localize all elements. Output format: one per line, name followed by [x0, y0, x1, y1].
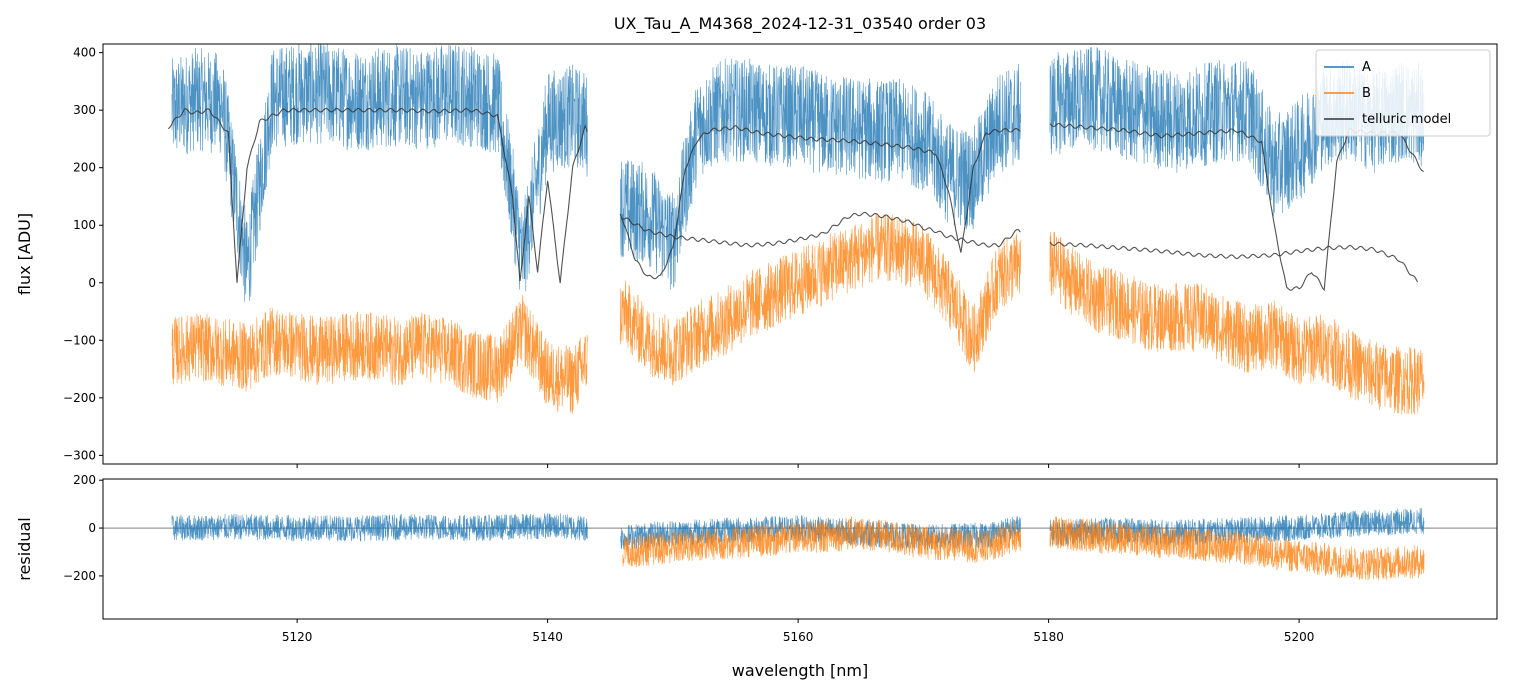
- residual-xtick-label: 5160: [783, 630, 814, 644]
- main-axes-frame: [102, 43, 1498, 465]
- legend-label-telluric-model: telluric model: [1362, 112, 1451, 127]
- residual-xtick-label: 5140: [532, 630, 563, 644]
- residual-xtick-label: 5180: [1033, 630, 1064, 644]
- main-ytick-label: −100: [63, 333, 96, 347]
- main-ytick-label: −200: [63, 391, 96, 405]
- legend-label-a: A: [1362, 60, 1371, 75]
- main-ytick-label: 100: [73, 218, 96, 232]
- residual-axes-frame: [102, 478, 1498, 620]
- residual-y-axis-label: residual: [15, 517, 34, 580]
- residual-plot-panel: −200 0 200 5120 5140 5160 5180 5200: [63, 473, 1498, 644]
- legend-box: [1315, 49, 1491, 137]
- chart-title: UX_Tau_A_M4368_2024-12-31_03540 order 03: [614, 14, 986, 34]
- main-y-axis-label: flux [ADU]: [15, 213, 34, 295]
- residual-xtick-label: 5120: [282, 630, 313, 644]
- legend-label-b: B: [1362, 86, 1371, 101]
- residual-xtick-label: 5200: [1284, 630, 1315, 644]
- main-ytick-label: 0: [88, 276, 96, 290]
- residual-ytick-label: −200: [63, 569, 96, 583]
- main-ytick-label: 400: [73, 46, 96, 60]
- main-plot-panel: −300 −200 −100 0 100 200 300 400: [63, 43, 1498, 468]
- main-ytick-label: −300: [63, 448, 96, 462]
- residual-series-b: [622, 516, 1425, 581]
- main-plot-area: [167, 44, 1425, 415]
- residual-ytick-label: 0: [88, 521, 96, 535]
- main-series-telluric-model-b-: [621, 211, 1418, 283]
- main-ytick-label: 200: [73, 161, 96, 175]
- main-series-b: [171, 213, 1425, 415]
- residual-ytick-label: 200: [73, 473, 96, 487]
- main-ytick-label: 300: [73, 103, 96, 117]
- residual-plot-area: [103, 507, 1497, 581]
- x-axis-label: wavelength [nm]: [732, 661, 869, 680]
